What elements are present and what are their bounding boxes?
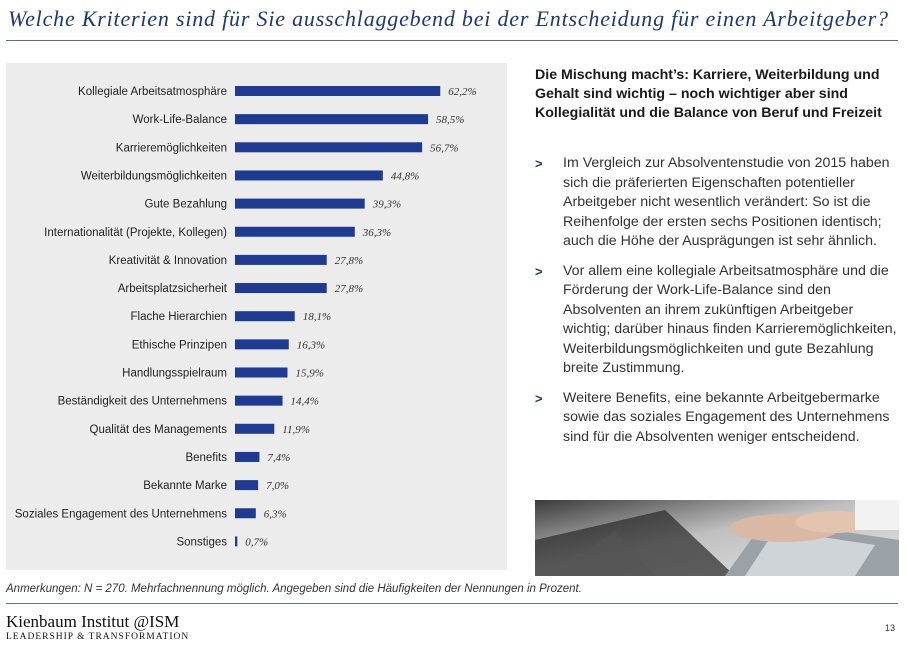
bar	[235, 170, 383, 181]
category-label: Internationalität (Projekte, Kollegen)	[44, 227, 227, 239]
bar	[235, 367, 288, 378]
bullet-text: Weitere Benefits, eine bekannte Arbeitge…	[563, 389, 890, 445]
value-label: 7,4%	[267, 452, 290, 464]
page-title: Welche Kriterien sind für Sie ausschlagg…	[8, 6, 889, 31]
category-label: Arbeitsplatzsicherheit	[118, 283, 228, 295]
value-label: 11,9%	[282, 424, 310, 436]
category-label: Karrieremöglichkeiten	[116, 142, 227, 154]
bullet-text: Vor allem eine kollegiale Arbeitsatmosph…	[563, 262, 897, 377]
bar	[235, 198, 365, 209]
value-label: 6,3%	[264, 508, 287, 520]
footer-divider	[6, 603, 898, 604]
bar	[235, 536, 238, 547]
category-label: Bekannte Marke	[143, 480, 227, 492]
logo-title: Kienbaum Institut @ISM	[6, 612, 180, 631]
headline: Die Mischung macht’s: Karriere, Weiterbi…	[535, 67, 882, 121]
footnote: Anmerkungen: N = 270. Mehrfachnennung mö…	[6, 583, 582, 595]
chevron-right-icon: >	[535, 156, 543, 171]
value-label: 16,3%	[297, 339, 325, 351]
value-label: 27,8%	[335, 283, 363, 295]
bar	[235, 423, 275, 434]
value-label: 14,4%	[291, 396, 319, 408]
bar	[235, 339, 289, 350]
value-label: 0,7%	[245, 536, 268, 548]
bullet-item: > Im Vergleich zur Absolventenstudie von…	[535, 154, 900, 252]
chevron-right-icon: >	[535, 263, 543, 279]
bar	[235, 395, 283, 406]
category-label: Soziales Engagement des Unternehmens	[15, 508, 227, 520]
value-label: 44,8%	[391, 170, 419, 182]
value-label: 27,8%	[335, 255, 363, 267]
bar-chart: Kollegiale Arbeitsatmosphäre 62,2% Work-Li…	[6, 63, 507, 570]
laptop-photo	[535, 500, 899, 576]
category-label: Kollegiale Arbeitsatmosphäre	[78, 86, 227, 98]
value-label: 15,9%	[295, 368, 323, 380]
value-label: 62,2%	[448, 86, 476, 98]
bullet-list: > Im Vergleich zur Absolventenstudie von…	[535, 154, 900, 457]
logo-subtitle: LEADERSHIP & TRANSFORMATION	[6, 632, 190, 642]
bar	[235, 508, 256, 519]
category-label: Gute Bezahlung	[145, 199, 227, 211]
bar	[235, 311, 295, 322]
category-label: Sonstiges	[176, 536, 227, 548]
category-label: Qualität des Managements	[90, 424, 228, 436]
category-label: Benefits	[185, 452, 227, 464]
bar	[235, 86, 441, 96]
title-divider	[6, 40, 898, 41]
value-label: 58,5%	[436, 114, 464, 126]
bullet-item: > Weitere Benefits, eine bekannte Arbeit…	[535, 389, 900, 448]
category-label: Kreativität & Innovation	[109, 255, 227, 267]
category-label: Weiterbildungsmöglichkeiten	[81, 170, 227, 182]
category-label: Work-Life-Balance	[133, 114, 227, 126]
bullet-item: > Vor allem eine kollegiale Arbeitsatmos…	[535, 262, 900, 379]
bullet-text: Im Vergleich zur Absolventenstudie von 2…	[563, 155, 890, 249]
page-number: 13	[885, 623, 896, 633]
bar	[235, 480, 259, 491]
bar	[235, 451, 260, 462]
category-label: Handlungsspielraum	[122, 368, 227, 380]
chevron-right-icon: >	[535, 390, 543, 406]
bar	[235, 226, 355, 237]
bar	[235, 114, 429, 125]
value-label: 7,0%	[266, 480, 289, 492]
category-label: Ethische Prinzipen	[132, 339, 227, 351]
value-label: 18,1%	[303, 311, 331, 323]
bar	[235, 254, 327, 265]
value-label: 39,3%	[372, 199, 401, 211]
category-label: Flache Hierarchien	[130, 311, 227, 323]
bar	[235, 283, 327, 294]
category-label: Beständigkeit des Unternehmens	[58, 396, 228, 408]
bar	[235, 142, 423, 153]
bar-chart-svg: Kollegiale Arbeitsatmosphäre 62,2% Work-Li…	[15, 86, 477, 548]
value-label: 56,7%	[430, 142, 458, 154]
value-label: 36,3%	[362, 227, 391, 239]
